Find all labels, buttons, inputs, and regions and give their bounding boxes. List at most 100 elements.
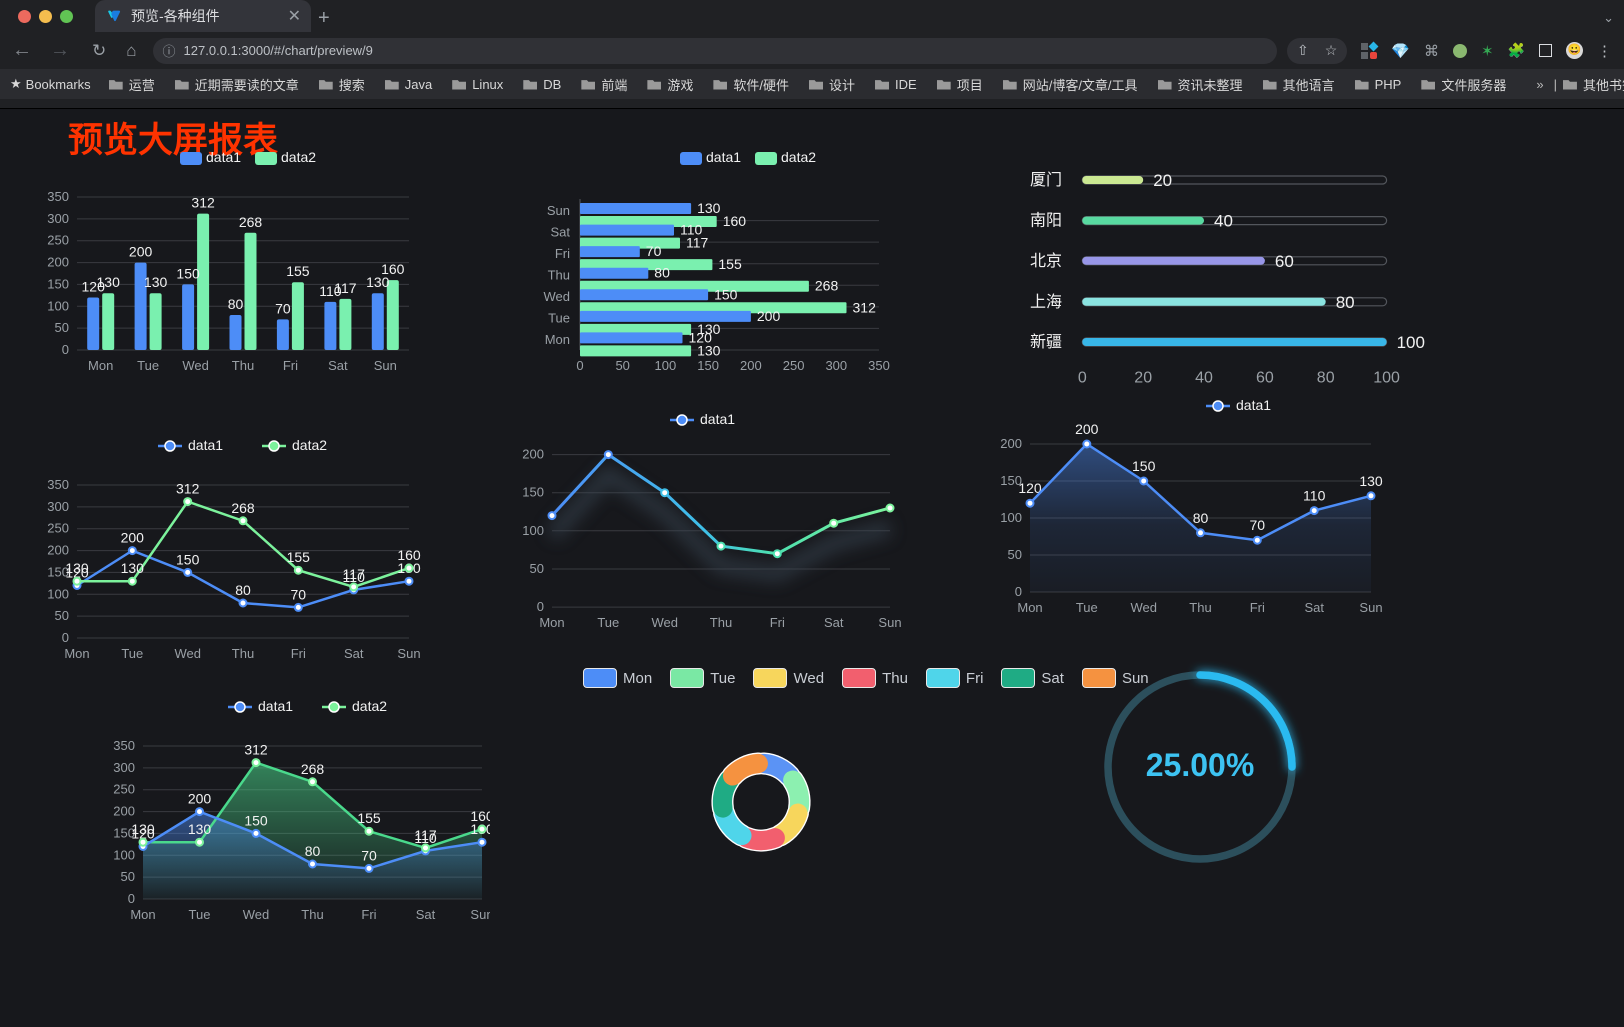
svg-text:data2: data2 xyxy=(281,150,316,165)
svg-text:350: 350 xyxy=(113,738,135,753)
svg-text:Wed: Wed xyxy=(1130,600,1157,615)
svg-text:300: 300 xyxy=(113,760,135,775)
svg-text:50: 50 xyxy=(615,358,629,373)
svg-text:0: 0 xyxy=(1078,370,1087,387)
svg-text:150: 150 xyxy=(714,286,738,302)
svg-text:data1: data1 xyxy=(188,438,223,453)
svg-text:厦门: 厦门 xyxy=(1030,171,1062,189)
svg-text:Wed: Wed xyxy=(182,358,209,373)
svg-text:160: 160 xyxy=(470,808,490,824)
svg-text:130: 130 xyxy=(697,342,721,358)
svg-text:350: 350 xyxy=(47,477,69,492)
svg-text:Thu: Thu xyxy=(710,615,732,630)
svg-text:Sun: Sun xyxy=(374,358,397,373)
svg-text:Sat: Sat xyxy=(550,224,570,239)
svg-text:130: 130 xyxy=(188,821,212,837)
svg-text:Fri: Fri xyxy=(555,246,570,261)
svg-text:150: 150 xyxy=(1132,458,1156,474)
svg-text:100: 100 xyxy=(1000,510,1022,525)
svg-text:data2: data2 xyxy=(781,150,816,165)
svg-text:268: 268 xyxy=(815,278,839,294)
svg-text:Sun: Sun xyxy=(547,203,570,218)
svg-text:268: 268 xyxy=(231,500,255,516)
svg-text:Sat: Sat xyxy=(344,646,364,661)
svg-text:Wed: Wed xyxy=(243,907,270,922)
svg-text:70: 70 xyxy=(361,847,377,863)
svg-text:40: 40 xyxy=(1195,370,1213,387)
svg-text:Mon: Mon xyxy=(64,646,89,661)
svg-text:Wed: Wed xyxy=(174,646,201,661)
svg-text:200: 200 xyxy=(121,530,145,546)
svg-text:50: 50 xyxy=(1008,547,1022,562)
svg-text:70: 70 xyxy=(1250,517,1266,533)
svg-text:100: 100 xyxy=(47,586,69,601)
svg-text:117: 117 xyxy=(414,827,437,843)
svg-text:312: 312 xyxy=(853,299,877,315)
svg-text:0: 0 xyxy=(128,891,135,906)
svg-text:Mon: Mon xyxy=(545,332,570,347)
svg-text:350: 350 xyxy=(47,189,69,204)
svg-text:data1: data1 xyxy=(206,150,241,165)
svg-text:200: 200 xyxy=(740,358,762,373)
svg-text:200: 200 xyxy=(47,543,69,558)
svg-text:200: 200 xyxy=(522,447,544,462)
svg-text:300: 300 xyxy=(47,499,69,514)
svg-text:Tue: Tue xyxy=(189,907,211,922)
svg-text:200: 200 xyxy=(188,791,212,807)
svg-text:160: 160 xyxy=(723,213,747,229)
svg-text:上海: 上海 xyxy=(1030,293,1062,311)
svg-text:150: 150 xyxy=(47,276,69,291)
svg-text:150: 150 xyxy=(176,265,200,281)
svg-text:312: 312 xyxy=(176,481,200,497)
svg-text:155: 155 xyxy=(287,549,311,565)
svg-text:Fri: Fri xyxy=(1250,600,1265,615)
svg-text:data1: data1 xyxy=(258,699,293,714)
svg-text:130: 130 xyxy=(697,200,721,216)
svg-text:200: 200 xyxy=(47,255,69,270)
svg-text:100: 100 xyxy=(522,523,544,538)
svg-text:80: 80 xyxy=(235,582,251,598)
svg-text:200: 200 xyxy=(1075,421,1099,437)
svg-text:155: 155 xyxy=(357,810,381,826)
svg-text:70: 70 xyxy=(646,243,662,259)
svg-text:350: 350 xyxy=(868,358,890,373)
svg-text:Tue: Tue xyxy=(1076,600,1098,615)
svg-text:130: 130 xyxy=(1359,473,1383,489)
svg-text:Fri: Fri xyxy=(283,358,298,373)
svg-text:100: 100 xyxy=(1397,333,1425,352)
svg-text:Sun: Sun xyxy=(470,907,490,922)
svg-text:Wed: Wed xyxy=(544,289,571,304)
svg-text:20: 20 xyxy=(1153,171,1172,190)
svg-text:130: 130 xyxy=(97,274,121,290)
svg-text:60: 60 xyxy=(1256,370,1274,387)
svg-text:新疆: 新疆 xyxy=(1030,333,1062,351)
svg-text:Mon: Mon xyxy=(130,907,155,922)
svg-text:data2: data2 xyxy=(292,438,327,453)
svg-text:160: 160 xyxy=(381,261,405,277)
svg-text:Mon: Mon xyxy=(539,615,564,630)
svg-text:0: 0 xyxy=(537,599,544,614)
svg-text:250: 250 xyxy=(47,521,69,536)
svg-text:Thu: Thu xyxy=(1189,600,1211,615)
svg-text:268: 268 xyxy=(239,214,263,230)
svg-text:50: 50 xyxy=(121,869,135,884)
svg-text:data1: data1 xyxy=(700,412,735,427)
svg-text:Fri: Fri xyxy=(291,646,306,661)
svg-text:80: 80 xyxy=(1317,370,1335,387)
svg-text:100: 100 xyxy=(655,358,677,373)
svg-text:200: 200 xyxy=(1000,436,1022,451)
svg-text:100: 100 xyxy=(1373,370,1400,387)
svg-text:南阳: 南阳 xyxy=(1030,212,1062,230)
svg-text:300: 300 xyxy=(825,358,847,373)
svg-text:155: 155 xyxy=(286,263,310,279)
svg-text:Thu: Thu xyxy=(301,907,323,922)
svg-text:155: 155 xyxy=(718,256,742,272)
svg-text:117: 117 xyxy=(343,566,366,582)
svg-text:200: 200 xyxy=(129,244,153,260)
svg-text:80: 80 xyxy=(654,265,670,281)
svg-text:Thu: Thu xyxy=(232,358,254,373)
svg-text:300: 300 xyxy=(47,211,69,226)
svg-text:Sat: Sat xyxy=(416,907,436,922)
svg-text:Tue: Tue xyxy=(121,646,143,661)
svg-text:80: 80 xyxy=(1193,510,1209,526)
